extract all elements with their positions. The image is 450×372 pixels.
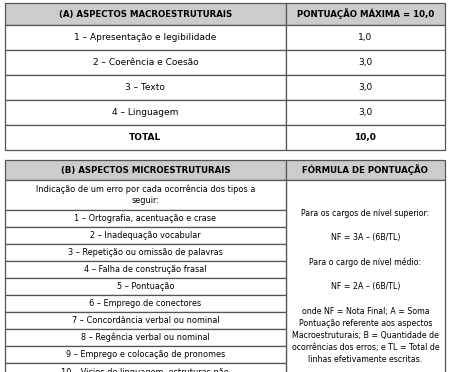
Text: 5 – Pontuação: 5 – Pontuação (117, 282, 174, 291)
Bar (5, 295, 286, 312)
Text: 1,0: 1,0 (358, 33, 373, 42)
Bar (5, 100, 286, 125)
Bar (5, 125, 286, 150)
Bar (286, 100, 445, 125)
Text: 4 – Linguagem: 4 – Linguagem (112, 108, 179, 117)
Bar (5, 50, 286, 75)
Bar (5, 329, 286, 346)
Bar (286, 25, 445, 50)
Text: 3,0: 3,0 (358, 108, 373, 117)
Text: Indicação de um erro por cada ocorrência dos tipos a
seguir:: Indicação de um erro por cada ocorrência… (36, 185, 255, 205)
Bar (5, 244, 286, 261)
Text: 1 – Apresentação e legibilidade: 1 – Apresentação e legibilidade (74, 33, 216, 42)
Text: 10 – Vicios de linguagem, estruturas não
recomendadas e emprego de maiúsculas e : 10 – Vicios de linguagem, estruturas não… (32, 368, 258, 372)
Text: FÓRMULA DE PONTUAÇÃO: FÓRMULA DE PONTUAÇÃO (302, 164, 428, 176)
Bar (5, 312, 286, 329)
Text: 7 – Concordância verbal ou nominal: 7 – Concordância verbal ou nominal (72, 316, 219, 325)
Bar (5, 346, 286, 363)
Bar (286, 3, 445, 25)
Text: 3 – Repetição ou omissão de palavras: 3 – Repetição ou omissão de palavras (68, 248, 223, 257)
Text: TOTAL: TOTAL (129, 133, 162, 142)
Text: 9 – Emprego e colocação de pronomes: 9 – Emprego e colocação de pronomes (66, 350, 225, 359)
Bar (5, 210, 286, 227)
Bar (5, 363, 286, 372)
Text: 3,0: 3,0 (358, 83, 373, 92)
Bar (5, 227, 286, 244)
Text: (A) ASPECTOS MACROESTRUTURAIS: (A) ASPECTOS MACROESTRUTURAIS (59, 10, 232, 19)
Text: 3,0: 3,0 (358, 58, 373, 67)
Bar (5, 3, 286, 25)
Bar (5, 278, 286, 295)
Text: PONTUAÇÃO MÁXIMA = 10,0: PONTUAÇÃO MÁXIMA = 10,0 (297, 9, 434, 19)
Text: 6 – Emprego de conectores: 6 – Emprego de conectores (89, 299, 202, 308)
Bar (5, 180, 286, 210)
Bar (5, 75, 286, 100)
Bar (286, 160, 445, 180)
Text: 3 – Texto: 3 – Texto (126, 83, 165, 92)
Text: (B) ASPECTOS MICROESTRUTURAIS: (B) ASPECTOS MICROESTRUTURAIS (61, 166, 230, 174)
Text: Para os cargos de nível superior:

NF = 3A – (6B/TL)

Para o cargo de nível médi: Para os cargos de nível superior: NF = 3… (292, 209, 439, 364)
Bar (286, 50, 445, 75)
Bar (286, 180, 445, 372)
Text: 2 – Inadequação vocabular: 2 – Inadequação vocabular (90, 231, 201, 240)
Bar (5, 261, 286, 278)
Text: 4 – Falha de construção frasal: 4 – Falha de construção frasal (84, 265, 207, 274)
Bar (286, 75, 445, 100)
Bar (286, 125, 445, 150)
Text: 2 – Coerência e Coesão: 2 – Coerência e Coesão (93, 58, 198, 67)
Text: 10,0: 10,0 (355, 133, 376, 142)
Bar (5, 25, 286, 50)
Text: 1 – Ortografia, acentuação e crase: 1 – Ortografia, acentuação e crase (74, 214, 216, 223)
Text: 8 – Regência verbal ou nominal: 8 – Regência verbal ou nominal (81, 333, 210, 342)
Bar (5, 160, 286, 180)
